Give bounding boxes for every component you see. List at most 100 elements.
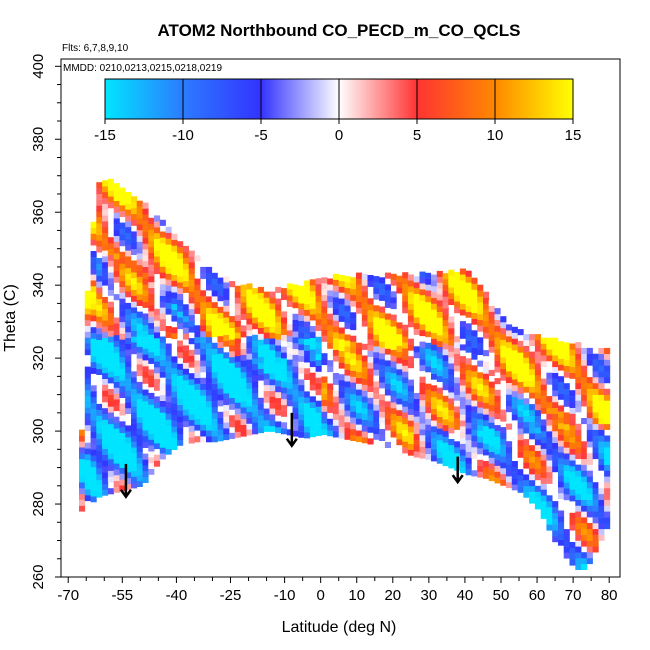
heatmap-cell xyxy=(338,286,345,293)
heatmap-cell xyxy=(483,443,490,450)
heatmap-cell xyxy=(107,278,114,285)
heatmap-cell xyxy=(332,378,339,385)
heatmap-cell xyxy=(581,388,588,395)
heatmap-cell xyxy=(79,429,86,436)
heatmap-cell xyxy=(113,457,120,464)
heatmap-cell xyxy=(459,367,466,374)
heatmap-cell xyxy=(598,353,605,360)
heatmap-cell xyxy=(131,447,138,454)
heatmap-cell xyxy=(142,237,149,244)
heatmap-cell xyxy=(206,407,213,414)
heatmap-cell xyxy=(471,400,478,407)
heatmap-cell xyxy=(471,295,478,302)
heatmap-cell xyxy=(165,331,172,338)
heatmap-cell xyxy=(454,406,461,413)
heatmap-cell xyxy=(488,305,495,312)
heatmap-cell xyxy=(217,335,224,342)
heatmap-cell xyxy=(529,339,536,346)
heatmap-cell xyxy=(442,290,449,297)
heatmap-cell xyxy=(217,411,224,418)
heatmap-cell xyxy=(332,303,339,310)
heatmap-cell xyxy=(407,391,414,398)
heatmap-cell xyxy=(581,458,588,465)
heatmap-cell xyxy=(171,251,178,258)
heatmap-cell xyxy=(229,316,236,323)
heatmap-cell xyxy=(431,274,438,281)
heatmap-cell xyxy=(188,402,195,409)
heatmap-cell xyxy=(165,419,172,426)
heatmap-cell xyxy=(344,398,351,405)
heatmap-cell xyxy=(304,315,311,322)
heatmap-cell xyxy=(575,488,582,495)
heatmap-cell xyxy=(379,289,386,296)
heatmap-cell xyxy=(263,425,270,432)
heatmap-cell xyxy=(211,360,218,367)
heatmap-cell xyxy=(540,501,547,508)
heatmap-cell xyxy=(500,427,507,434)
heatmap-cell xyxy=(113,253,120,260)
heatmap-cell xyxy=(483,449,490,456)
heatmap-cell xyxy=(604,353,611,360)
heatmap-cell xyxy=(390,303,397,310)
heatmap-cell xyxy=(569,343,576,350)
heatmap-cell xyxy=(558,469,565,476)
heatmap-cell xyxy=(448,287,455,294)
heatmap-cell xyxy=(246,341,253,348)
heatmap-cell xyxy=(286,341,293,348)
heatmap-cell xyxy=(182,339,189,346)
heatmap-cell xyxy=(471,388,478,395)
heatmap-cell xyxy=(84,325,91,332)
heatmap-cell xyxy=(234,373,241,380)
heatmap-cell xyxy=(257,333,264,340)
arrow-head xyxy=(119,489,132,499)
heatmap-cell xyxy=(506,371,513,378)
heatmap-cell xyxy=(592,406,599,413)
heatmap-cell xyxy=(338,298,345,305)
heatmap-cell xyxy=(257,321,264,328)
heatmap-cell xyxy=(425,366,432,373)
heatmap-cell xyxy=(361,297,368,304)
heatmap-cell xyxy=(465,299,472,306)
heatmap-cell xyxy=(171,438,178,445)
heatmap-cell xyxy=(402,336,409,343)
heatmap-cell xyxy=(304,321,311,328)
heatmap-cell xyxy=(586,511,593,518)
colorbar-tick-label: 10 xyxy=(487,127,504,144)
heatmap-cell xyxy=(356,301,363,308)
heatmap-cell xyxy=(506,336,513,343)
heatmap-cell xyxy=(396,392,403,399)
heatmap-cell xyxy=(494,401,501,408)
heatmap-cell xyxy=(252,346,259,353)
heatmap-cell xyxy=(96,205,103,212)
heatmap-cell xyxy=(102,372,109,379)
heatmap-cell xyxy=(546,431,553,438)
heatmap-cell xyxy=(246,411,253,418)
heatmap-cell xyxy=(159,307,166,314)
heatmap-cell xyxy=(136,218,143,225)
heatmap-cell xyxy=(407,292,414,299)
heatmap-cell xyxy=(407,280,414,287)
heatmap-cell xyxy=(217,435,224,442)
heatmap-cell xyxy=(159,371,166,378)
heatmap-cell xyxy=(604,517,611,524)
heatmap-cell xyxy=(182,280,189,287)
heatmap-cell xyxy=(281,293,288,300)
heatmap-cell xyxy=(454,295,461,302)
heatmap-cell xyxy=(425,319,432,326)
heatmap-cell xyxy=(131,424,138,431)
heatmap-cell xyxy=(84,331,91,338)
heatmap-cell xyxy=(338,339,345,346)
heatmap-cell xyxy=(563,470,570,477)
heatmap-cell xyxy=(125,238,132,245)
x-tick-label: 70 xyxy=(565,587,582,604)
heatmap-cell xyxy=(604,388,611,395)
heatmap-cell xyxy=(113,206,120,213)
heatmap-cell xyxy=(552,396,559,403)
heatmap-cell xyxy=(546,378,553,385)
heatmap-cell xyxy=(442,319,449,326)
heatmap-cell xyxy=(275,333,282,340)
heatmap-cell xyxy=(107,441,114,448)
heatmap-cell xyxy=(177,340,184,347)
x-tick-label: -70 xyxy=(57,587,79,604)
heatmap-cell xyxy=(338,350,345,357)
